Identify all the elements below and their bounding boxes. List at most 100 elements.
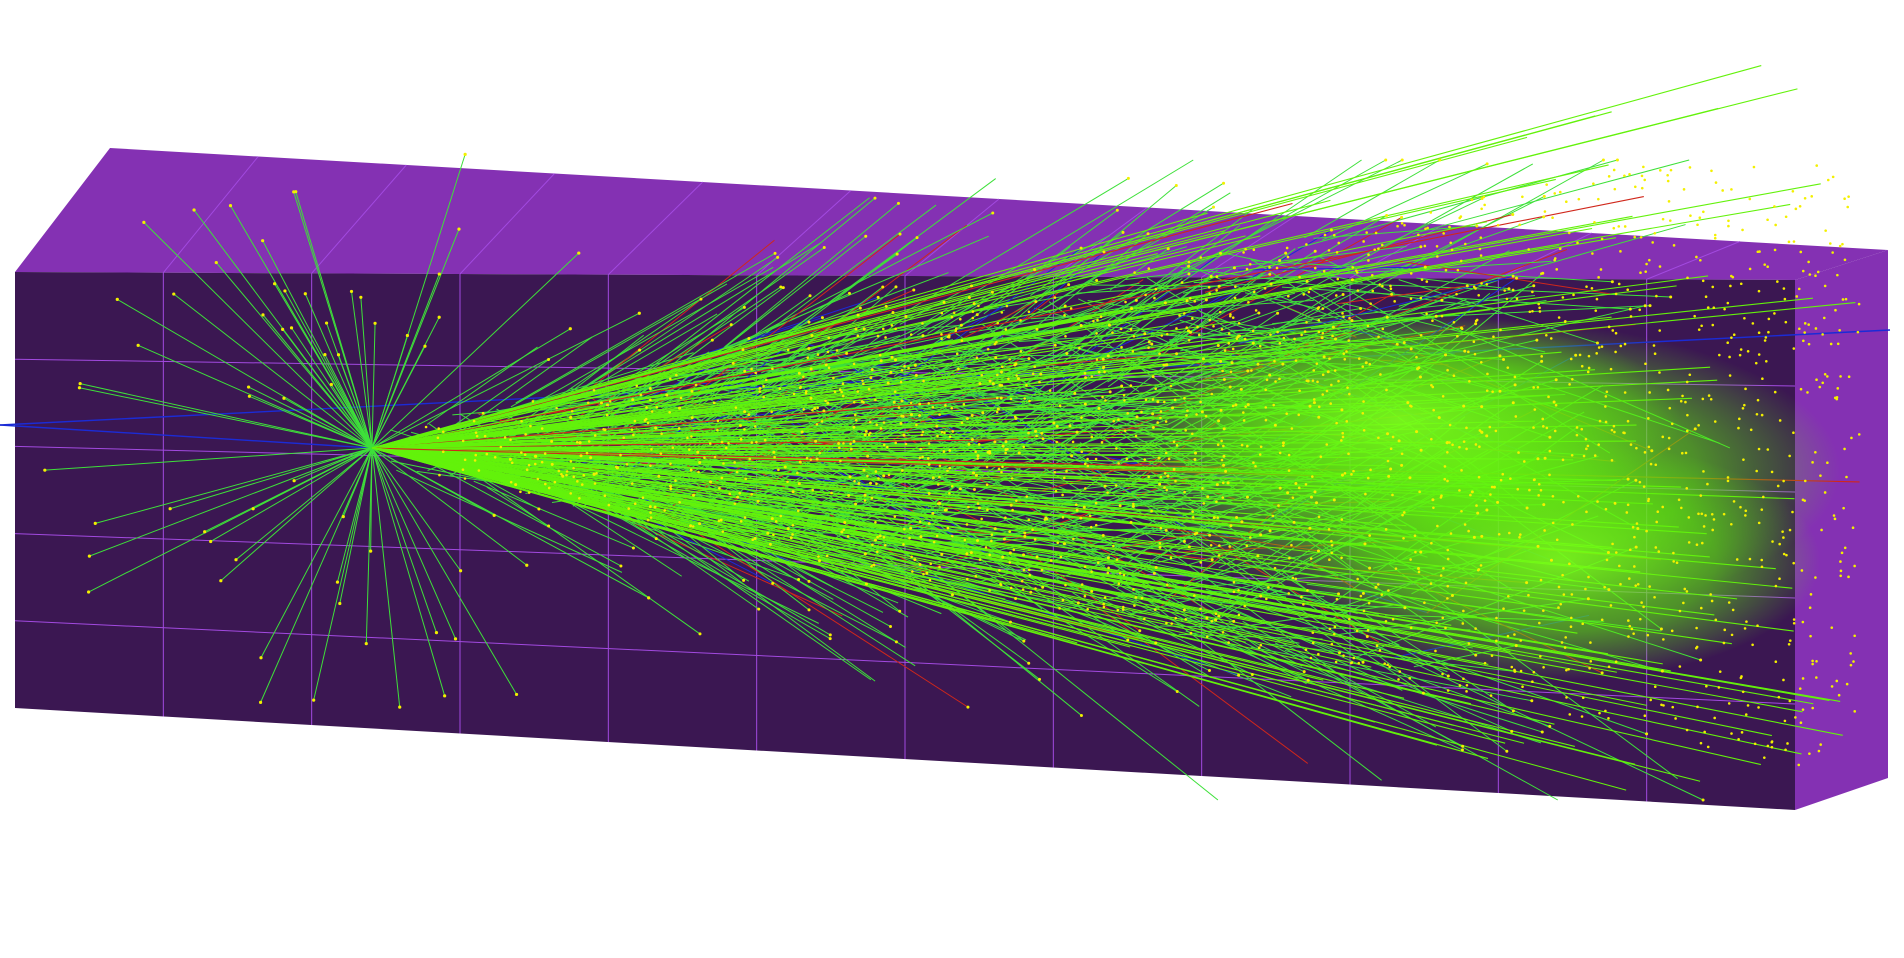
step-point [1055, 424, 1059, 428]
step-point [1067, 283, 1071, 287]
step-point [1300, 595, 1303, 599]
step-point [875, 482, 878, 486]
step-point [1847, 375, 1851, 378]
step-point [1146, 232, 1150, 236]
step-point [1614, 331, 1618, 335]
gamma-track [983, 246, 1187, 308]
step-point [1741, 406, 1745, 410]
step-point [1423, 244, 1427, 248]
step-point [1571, 523, 1574, 526]
step-point [1821, 333, 1824, 336]
step-point [1581, 622, 1585, 626]
step-point [1028, 573, 1032, 577]
step-point [967, 442, 971, 446]
step-point [603, 494, 607, 498]
step-point [1182, 608, 1186, 612]
step-point [1022, 553, 1026, 557]
step-point [1594, 309, 1598, 312]
step-point [877, 477, 880, 480]
step-point [1815, 659, 1818, 663]
step-point [1686, 276, 1689, 280]
step-point [654, 537, 658, 541]
step-point [1246, 444, 1249, 448]
step-point [1163, 472, 1167, 475]
step-point [913, 558, 917, 562]
step-point [1693, 314, 1696, 318]
step-point [1474, 653, 1478, 657]
step-point [1807, 260, 1810, 264]
step-point [1462, 677, 1465, 681]
step-point [1829, 242, 1832, 245]
step-point [1174, 183, 1178, 187]
step-point [1662, 704, 1665, 707]
step-point [1298, 389, 1301, 393]
step-point [1448, 423, 1452, 427]
gamma-track [371, 439, 1019, 449]
gamma-track [1412, 159, 1690, 235]
step-point [1153, 608, 1157, 612]
step-point [863, 493, 867, 497]
step-point [1485, 434, 1489, 438]
step-point [1638, 617, 1642, 621]
step-point [1575, 426, 1579, 429]
step-point [890, 355, 894, 359]
step-point [1570, 453, 1574, 457]
step-point [1219, 359, 1223, 363]
step-point [1826, 375, 1829, 378]
step-point [1218, 310, 1222, 314]
step-point [555, 406, 558, 410]
step-point [1125, 457, 1129, 461]
step-point [1017, 451, 1021, 455]
step-point [770, 410, 773, 414]
step-point [1792, 561, 1796, 565]
step-point [993, 440, 997, 444]
step-point [1268, 529, 1272, 533]
step-point [1443, 465, 1447, 468]
gamma-track [1193, 260, 1552, 284]
step-point [1257, 646, 1261, 650]
gamma-track [293, 447, 373, 482]
gamma-track [822, 303, 975, 371]
gamma-track [336, 447, 373, 583]
step-point [1803, 479, 1807, 483]
step-point [1273, 359, 1276, 363]
step-point [1126, 412, 1130, 415]
charged-track [809, 224, 968, 345]
step-point [1277, 504, 1280, 507]
step-point [1132, 502, 1135, 506]
step-point [1763, 339, 1767, 342]
step-point [1726, 341, 1730, 345]
step-point [742, 578, 746, 582]
step-point [1440, 314, 1444, 318]
step-point [1792, 618, 1796, 621]
gamma-track [1169, 292, 1296, 327]
step-point [876, 295, 880, 299]
step-point [1436, 255, 1439, 258]
step-point [1666, 388, 1670, 392]
step-point [1199, 400, 1202, 404]
step-point [807, 346, 811, 350]
step-point [1814, 450, 1817, 454]
step-point [1576, 241, 1579, 245]
step-point [531, 400, 535, 403]
step-point [599, 401, 603, 405]
step-point [1164, 528, 1168, 532]
step-point [1729, 284, 1732, 288]
step-point [840, 530, 844, 534]
step-point [1640, 186, 1644, 190]
gamma-track [371, 447, 456, 640]
step-point [1185, 299, 1189, 303]
step-point [1221, 496, 1225, 499]
step-point [866, 474, 869, 478]
step-point [716, 419, 720, 423]
step-point [1366, 628, 1370, 632]
step-point [1350, 661, 1354, 664]
step-point [1041, 585, 1045, 589]
step-point [1126, 638, 1130, 642]
step-point [1193, 594, 1196, 597]
step-point [1527, 593, 1530, 597]
step-point [1029, 590, 1033, 594]
step-point [1853, 564, 1856, 568]
step-point [1532, 426, 1535, 429]
